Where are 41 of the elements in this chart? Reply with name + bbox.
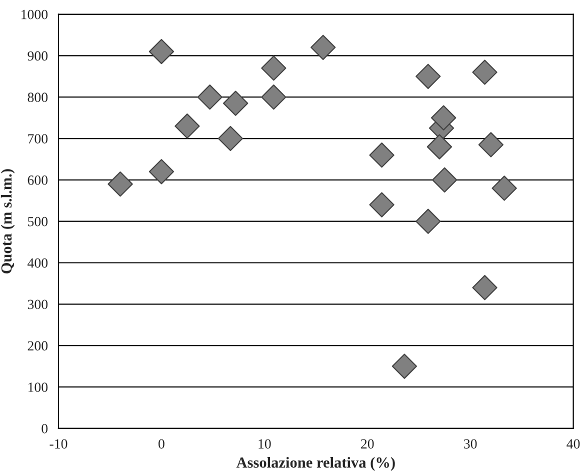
point [223,90,248,116]
y-tick-label: 700 [28,134,48,144]
point [472,60,498,85]
point [426,134,452,160]
point [416,64,441,89]
point [261,56,286,81]
x-tick-label: -10 [50,439,68,449]
y-tick-label: 400 [28,258,48,268]
y-tick-label: 200 [28,341,48,351]
point [416,208,441,234]
x-tick-label: 0 [158,439,164,449]
point [432,167,458,193]
point [392,354,418,379]
x-tick-label: 40 [566,439,580,449]
y-tick-label: 300 [28,300,48,310]
x-tick-label: 10 [258,439,271,449]
x-tick-label: 30 [464,439,477,449]
y-tick-label: 1000 [22,10,48,20]
point [369,192,394,218]
point [174,114,200,139]
point [430,105,456,130]
y-tick-label: 900 [28,51,48,61]
y-tick-label: 100 [28,382,48,392]
y-axis-title: Quota (m s.l.m.) [0,169,15,274]
point [369,142,394,168]
point [148,159,174,184]
point [218,126,244,152]
point [261,84,286,110]
point [472,275,498,300]
point [310,34,336,60]
y-tick-label: 600 [28,176,48,185]
point [492,176,517,201]
point [108,171,133,197]
x-axis-title: Assolazione relativa (%) [236,456,395,471]
y-tick-label: 500 [28,216,48,226]
y-tick-label: 800 [28,92,48,102]
point [197,84,222,110]
x-tick-label: 20 [361,439,374,449]
point [148,38,174,64]
y-tick-label: 0 [42,424,48,434]
point [478,132,504,158]
